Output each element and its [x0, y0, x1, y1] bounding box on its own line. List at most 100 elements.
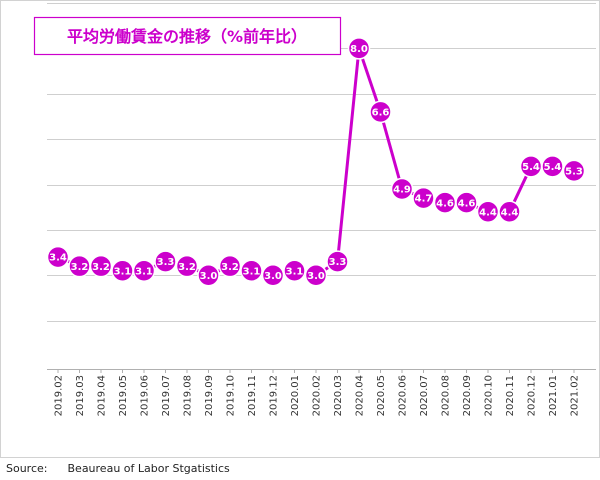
data-label: 3.3	[157, 257, 175, 268]
source-label: Source:	[6, 462, 48, 475]
data-label: 3.1	[114, 266, 132, 277]
data-marker	[326, 250, 349, 273]
x-tick-label: 2020.08	[441, 375, 452, 416]
series-line	[57, 46, 575, 277]
data-marker	[283, 259, 306, 282]
data-point: 6.6	[369, 100, 392, 124]
x-axis: 2019.02 2019.03 2019.04 2019.05 2019.06 2019.…	[47, 369, 596, 416]
data-point: 3.3	[154, 250, 177, 273]
data-label: 3.4	[49, 253, 67, 264]
data-marker	[369, 100, 392, 124]
data-label: 5.4	[522, 162, 540, 173]
x-tick-label: 2019.06	[140, 375, 151, 416]
data-label: 8.0	[350, 44, 368, 55]
x-tick-label: 2019.12	[269, 375, 280, 416]
data-marker	[132, 259, 156, 282]
x-tick-label: 2020.01	[290, 375, 301, 416]
chart-frame	[0, 0, 600, 458]
data-marker	[46, 245, 70, 269]
series-polyline	[57, 46, 575, 277]
data-label: 3.2	[71, 262, 89, 273]
x-tick-label: 2020.06	[398, 375, 409, 416]
data-point: 3.0	[261, 264, 285, 287]
data-point: 3.0	[197, 264, 220, 287]
x-tick-label: 2019.05	[118, 375, 129, 416]
data-label: 4.7	[415, 194, 433, 205]
x-tick-label: 2020.02	[312, 375, 323, 416]
x-tick-label: 2019.08	[183, 375, 194, 416]
line-chart: 2019.02 2019.03 2019.04 2019.05 2019.06 2019.…	[33, 3, 596, 416]
data-label: 4.4	[501, 207, 519, 218]
data-point: 4.7	[412, 186, 435, 210]
data-point: 3.2	[175, 254, 199, 278]
x-tick-label: 2019.10	[226, 375, 237, 416]
data-marker	[390, 177, 414, 201]
x-tick-label: 2020.11	[505, 375, 516, 416]
data-label: 3.0	[264, 271, 282, 282]
data-label: 3.1	[135, 266, 153, 277]
data-marker	[455, 191, 478, 214]
data-point: 3.0	[304, 264, 328, 287]
x-tick-label: 2019.04	[97, 375, 108, 416]
x-tick-label: 2019.09	[204, 375, 215, 416]
x-tick-label: 2019.03	[75, 375, 86, 416]
x-tick-label: 2019.07	[161, 375, 172, 416]
x-tick-label: 2020.10	[484, 375, 495, 416]
x-tick-label: 2020.05	[376, 375, 387, 416]
data-label: 4.4	[479, 207, 497, 218]
data-label: 3.0	[200, 271, 218, 282]
data-label: 3.0	[307, 271, 325, 282]
x-tick-label: 2020.07	[419, 375, 430, 416]
data-point: 3.2	[68, 254, 91, 278]
data-point: 3.3	[326, 250, 349, 273]
chart-title-box: 平均労働賃金の推移（%前年比）	[33, 16, 342, 56]
data-marker	[347, 37, 371, 60]
data-label: 4.6	[458, 198, 476, 209]
data-label: 3.2	[92, 262, 110, 273]
data-point: 4.4	[476, 200, 500, 223]
data-point: 3.1	[111, 259, 134, 282]
data-marker	[240, 259, 263, 282]
data-point: 5.3	[562, 159, 586, 183]
x-tick-label: 2020.03	[333, 375, 344, 416]
x-tick-label: 2019.11	[247, 375, 258, 416]
data-marker	[304, 264, 328, 287]
data-point: 3.2	[89, 254, 113, 278]
data-point: 3.1	[240, 259, 263, 282]
data-point: 5.4	[541, 155, 564, 178]
data-label: 3.3	[329, 257, 347, 268]
data-label: 5.3	[565, 166, 583, 177]
data-label: 6.6	[372, 108, 390, 119]
x-tick-label: 2021.02	[570, 375, 581, 416]
chart-title: 平均労働賃金の推移（%前年比）	[67, 27, 307, 46]
data-point: 4.6	[455, 191, 478, 214]
data-label: 4.6	[436, 198, 454, 209]
data-marker	[261, 264, 285, 287]
data-point: 4.4	[498, 200, 521, 223]
data-point: 4.9	[390, 177, 414, 201]
x-tick-label: 2021.01	[548, 375, 559, 416]
data-points: 3.43.2 3.2 3.1 3.13.3 3.23.03.2 3.1 3.0 3.1 3.03…	[46, 37, 586, 287]
data-point: 3.4	[46, 245, 70, 269]
data-label: 3.1	[286, 266, 304, 277]
data-label: 3.2	[221, 262, 239, 273]
data-label: 3.2	[178, 262, 196, 273]
x-tick-label: 2019.02	[54, 375, 65, 416]
source-note: Source: Beaureau of Labor Stgatistics	[6, 462, 230, 475]
data-point: 3.1	[283, 259, 306, 282]
data-point: 3.1	[132, 259, 156, 282]
data-marker	[218, 254, 242, 278]
data-point: 5.4	[519, 155, 543, 178]
x-tick-label: 2020.09	[462, 375, 473, 416]
data-marker	[89, 254, 113, 278]
chart-title-border	[33, 16, 342, 56]
x-tick-label: 2020.04	[355, 375, 366, 416]
data-marker	[541, 155, 564, 178]
data-marker	[562, 159, 586, 183]
source-text: Beaureau of Labor Stgatistics	[67, 462, 230, 475]
data-marker	[154, 250, 177, 273]
data-label: 5.4	[544, 162, 562, 173]
x-tick-label: 2020.12	[527, 375, 538, 416]
data-marker	[498, 200, 521, 223]
data-marker	[412, 186, 435, 210]
